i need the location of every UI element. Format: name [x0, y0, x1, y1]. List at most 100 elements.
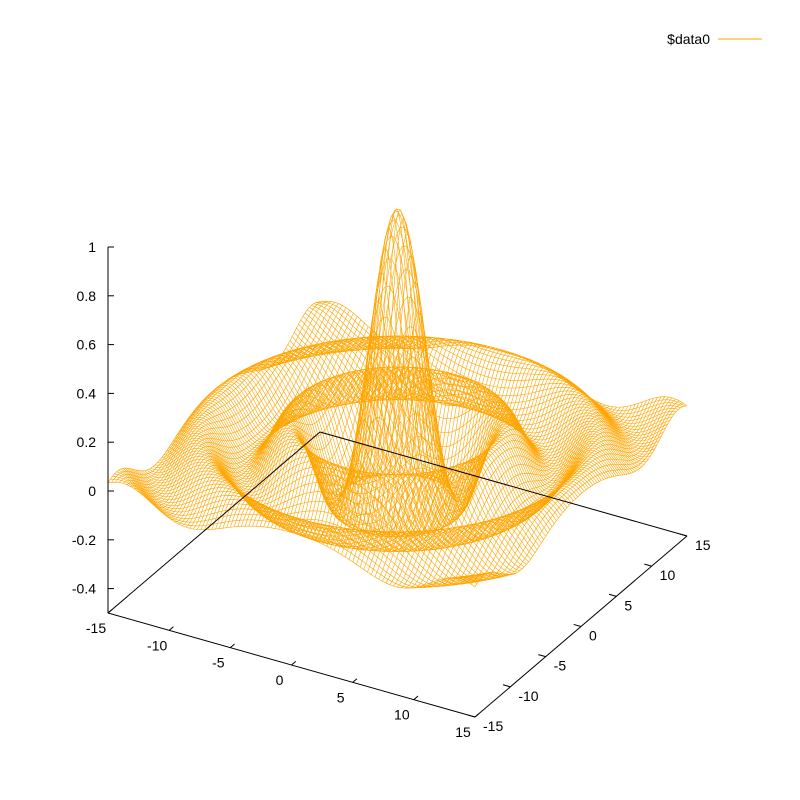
z-tick-label: -0.4: [72, 581, 96, 597]
mesh-line-y: [144, 316, 358, 503]
mesh-line-y: [211, 335, 424, 530]
x-tick: [168, 626, 174, 631]
y-tick: [467, 714, 476, 718]
z-tick-label: 0: [88, 483, 96, 499]
mesh-line-x: [266, 348, 634, 473]
x-tick: [413, 695, 419, 701]
mesh-line-y: [156, 326, 369, 511]
mesh-line-y: [348, 370, 562, 560]
y-tick-label: 5: [624, 597, 632, 613]
mesh-line-x: [257, 353, 626, 475]
x-tick: [291, 660, 297, 666]
y-tick: [608, 593, 617, 597]
mesh-line-x: [244, 361, 613, 484]
mesh-line-y: [452, 396, 666, 583]
mesh-line-x: [238, 366, 606, 495]
mesh-line-y: [359, 375, 573, 568]
mesh-line-y: [148, 319, 362, 506]
axes: -15 -10 -5 0 5 10 15 -15 -10 -5 0 5 10 15 -0.4 -0.2 0 0.2…: [72, 239, 711, 740]
mesh-line-x: [184, 412, 553, 538]
x-tick-label: 5: [337, 689, 345, 705]
mesh-line-y: [115, 300, 328, 483]
mesh-line-y: [449, 396, 662, 584]
mesh-line-y: [118, 301, 332, 483]
mesh-line-x: [313, 303, 681, 418]
mesh-line-x: [304, 312, 673, 430]
mesh-line-y: [311, 311, 525, 547]
mesh-line-y: [367, 379, 580, 573]
mesh-line-y: [181, 336, 395, 526]
mesh-line-x: [214, 208, 583, 521]
mesh-line-x: [107, 481, 476, 589]
mesh-line-x: [262, 350, 630, 474]
mesh-line-x: [131, 468, 499, 583]
mesh-line-x: [225, 296, 594, 510]
z-tick-label: -0.2: [72, 532, 96, 548]
mesh-line-y: [422, 404, 636, 588]
x-tick: [474, 712, 480, 718]
y-tick-label: -5: [554, 658, 567, 674]
x-tick-label: 10: [394, 707, 410, 723]
mesh-line-y: [408, 403, 621, 589]
mesh-line-y: [133, 307, 347, 495]
mesh-line-x: [122, 468, 491, 586]
z-tick-label: 0.4: [77, 385, 97, 401]
mesh-line-x: [309, 307, 677, 424]
x-tick: [352, 678, 358, 683]
mesh-line-x: [240, 364, 609, 492]
mesh-line-x: [236, 367, 604, 498]
mesh-line-y: [459, 397, 673, 581]
mesh-line-y: [307, 281, 521, 546]
mesh-line-x: [270, 345, 638, 471]
mesh-line-x: [144, 458, 512, 576]
y-tick: [644, 563, 652, 567]
mesh-line-y: [385, 389, 599, 584]
mesh-line-y: [400, 398, 614, 588]
mesh-line-y: [396, 396, 610, 588]
mesh-line-y: [393, 393, 606, 587]
mesh-line-x: [300, 319, 668, 436]
y-tick-label: 15: [695, 537, 711, 553]
mesh-line-x: [268, 347, 636, 472]
mesh-line-x: [159, 440, 527, 565]
mesh-line-x: [176, 421, 544, 541]
mesh-line-x: [114, 473, 482, 588]
y-tick: [538, 654, 546, 658]
mesh-line-x: [249, 358, 617, 479]
x-tick-label: 0: [276, 672, 284, 688]
mesh-line-x: [319, 300, 688, 408]
x-tick-label: -5: [212, 655, 225, 671]
y-tick-label: 10: [660, 567, 676, 583]
y-tick: [573, 623, 582, 627]
x-tick: [230, 643, 235, 649]
legend: $data0: [667, 31, 762, 47]
mesh-line-y: [382, 387, 595, 582]
mesh-line-y: [370, 380, 584, 575]
x-tick: [107, 608, 113, 614]
mesh-line-x: [255, 354, 624, 476]
mesh-line-x: [259, 352, 628, 475]
mesh-line-x: [157, 442, 525, 568]
mesh-line-y: [463, 398, 677, 581]
mesh-line-x: [110, 478, 478, 589]
x-tick-label: -15: [86, 620, 106, 636]
z-tick-label: 1: [88, 239, 96, 255]
mesh-line-y: [434, 400, 647, 587]
mesh-line-y: [226, 336, 439, 528]
mesh-line-x: [191, 406, 559, 537]
mesh-line-x: [287, 338, 656, 452]
z-tick-label: 0.6: [77, 337, 97, 353]
x-tick-label: -10: [147, 637, 167, 653]
back-axis-line: [107, 431, 321, 614]
z-tick-label: 0.2: [77, 434, 97, 450]
y-tick: [679, 533, 688, 537]
mesh-line-x: [274, 343, 643, 467]
mesh-line-x: [253, 355, 621, 476]
mesh-line-x: [217, 214, 585, 519]
mesh-line-x: [242, 363, 611, 489]
mesh-line-x: [272, 344, 641, 469]
mesh-line-x: [161, 437, 529, 563]
mesh-line-y: [411, 406, 625, 589]
mesh-line-y: [430, 401, 643, 587]
